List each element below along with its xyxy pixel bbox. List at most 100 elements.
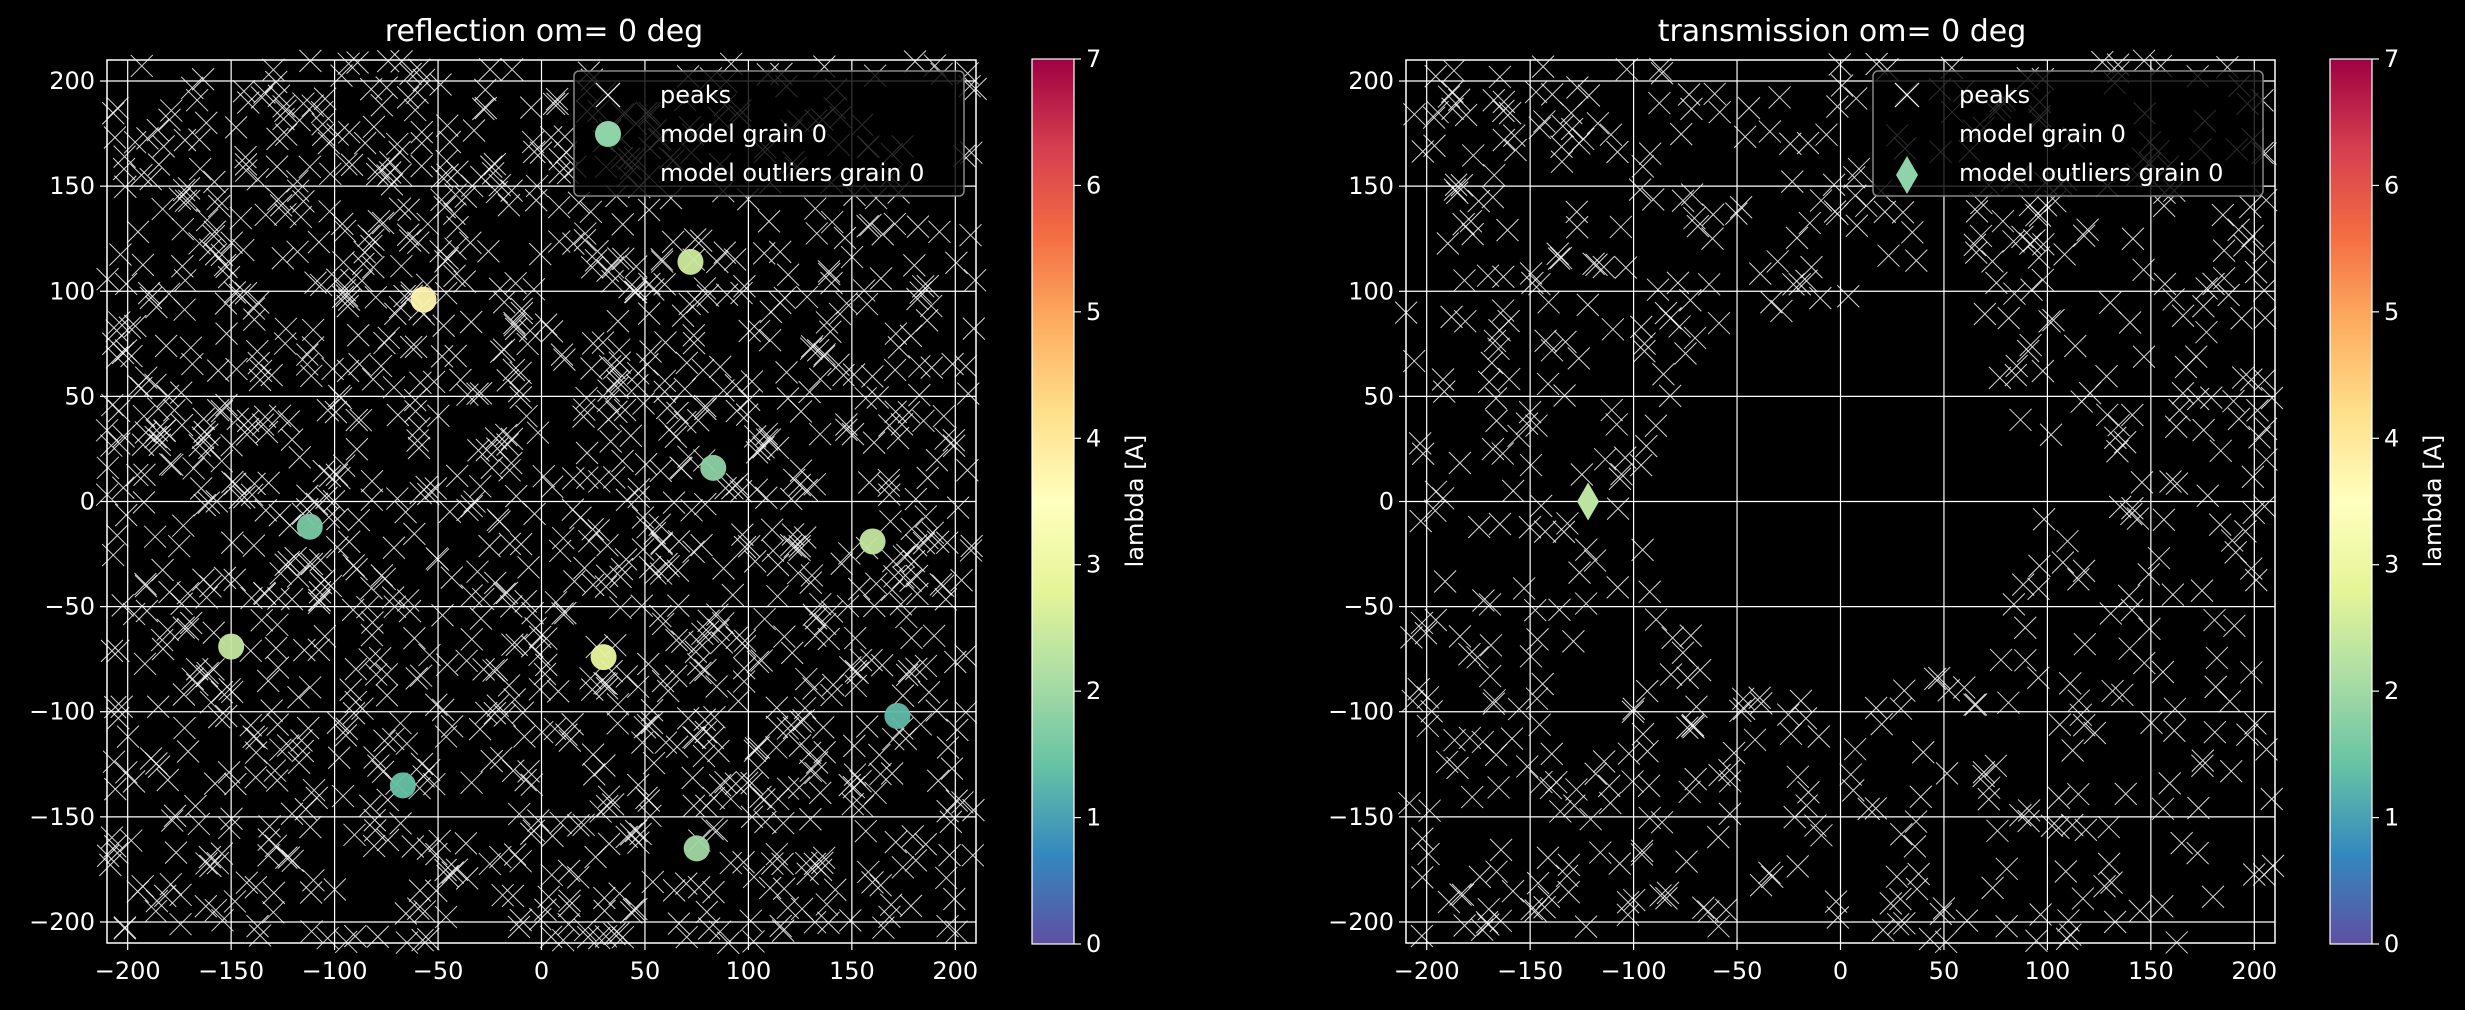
peak-marker (410, 154, 433, 178)
peak-marker (649, 459, 673, 483)
peak-marker (474, 701, 498, 725)
peak-marker (2119, 502, 2143, 526)
peak-marker (1804, 814, 1827, 837)
peak-marker (360, 469, 384, 493)
peak-marker (856, 860, 880, 884)
peak-marker (395, 732, 419, 755)
peak-marker (206, 359, 230, 383)
peak-marker (217, 265, 241, 289)
peak-marker (377, 326, 401, 350)
peak-marker (1748, 686, 1772, 710)
legend-box (1872, 70, 2264, 197)
peak-marker (579, 200, 603, 224)
peak-marker (693, 277, 717, 300)
peak-marker (607, 338, 631, 362)
peak-marker (493, 704, 517, 727)
peak-marker (331, 285, 355, 309)
peak-marker (836, 594, 860, 618)
peak-marker (2162, 719, 2186, 743)
peak-marker (114, 272, 138, 296)
peak-marker (959, 539, 983, 562)
peak-marker (1398, 791, 1421, 815)
peak-marker (895, 663, 919, 687)
peak-marker (1885, 865, 1909, 889)
peak-marker (151, 558, 174, 582)
peak-marker (498, 458, 521, 482)
peak-marker (236, 417, 260, 441)
peak-marker (861, 870, 884, 894)
peak-marker (277, 846, 301, 869)
peak-marker (504, 317, 528, 341)
peak-marker (1633, 339, 1656, 363)
peak-marker (308, 580, 332, 604)
peak-marker (637, 302, 661, 325)
peak-marker (521, 601, 545, 625)
peak-marker (675, 351, 699, 375)
peak-marker (916, 526, 939, 550)
peak-marker (136, 127, 159, 150)
x-tick-label: −50 (413, 957, 464, 985)
peak-marker (373, 331, 396, 355)
peak-marker (606, 247, 630, 270)
peak-marker (206, 398, 230, 422)
peak-marker (695, 794, 718, 818)
peak-marker (125, 463, 149, 487)
peak-marker (1688, 658, 1712, 682)
peak-marker (695, 900, 719, 924)
peak-marker (304, 271, 327, 294)
peak-marker (446, 215, 469, 239)
peak-marker (905, 657, 928, 681)
peak-marker (1871, 918, 1895, 942)
peak-marker (266, 188, 290, 211)
peak-marker (2240, 661, 2263, 684)
peak-marker (1435, 750, 1459, 774)
colorbar-frame (1031, 58, 1075, 945)
peak-marker (519, 96, 543, 119)
peak-marker (1952, 676, 1976, 699)
peak-marker (105, 524, 129, 547)
peak-marker (2238, 195, 2262, 219)
peak-marker (945, 718, 969, 742)
peak-marker (2098, 291, 2122, 315)
peak-marker (634, 452, 658, 476)
peak-marker (950, 568, 973, 592)
peak-marker (146, 118, 170, 142)
peak-marker (562, 232, 585, 256)
peak-marker (301, 336, 325, 359)
peak-marker (2192, 294, 2215, 318)
peak-marker (1459, 209, 1483, 233)
peak-marker (799, 337, 823, 361)
peak-marker (229, 206, 253, 230)
peak-marker (843, 763, 867, 786)
peak-marker (333, 219, 357, 243)
peak-marker (793, 696, 817, 720)
peak-marker (456, 383, 479, 407)
peak-marker (938, 843, 961, 867)
peak-marker (1482, 163, 1506, 187)
peak-marker (444, 237, 467, 261)
peak-marker (2132, 651, 2156, 675)
peak-marker (743, 425, 767, 448)
peak-marker (738, 319, 762, 343)
peak-marker (429, 73, 452, 96)
peak-marker (111, 594, 135, 617)
model-grain-point (884, 702, 911, 729)
peak-marker (563, 570, 586, 593)
peak-marker (1536, 372, 1560, 396)
peak-marker (779, 487, 803, 511)
peak-marker (146, 695, 170, 719)
peak-marker (383, 595, 407, 619)
peak-marker (1501, 879, 1525, 903)
peak-marker (459, 310, 483, 334)
peak-marker (2019, 333, 2042, 357)
peak-marker (1483, 329, 1507, 353)
peak-marker (179, 611, 203, 635)
peak-marker (606, 712, 630, 735)
peak-marker (771, 919, 795, 942)
peak-marker (861, 365, 884, 388)
peak-marker (1845, 214, 1869, 238)
peak-marker (266, 127, 289, 151)
peak-marker (1760, 865, 1784, 889)
peak-marker (522, 140, 546, 164)
colorbar-tick-label: 3 (2384, 551, 2399, 579)
